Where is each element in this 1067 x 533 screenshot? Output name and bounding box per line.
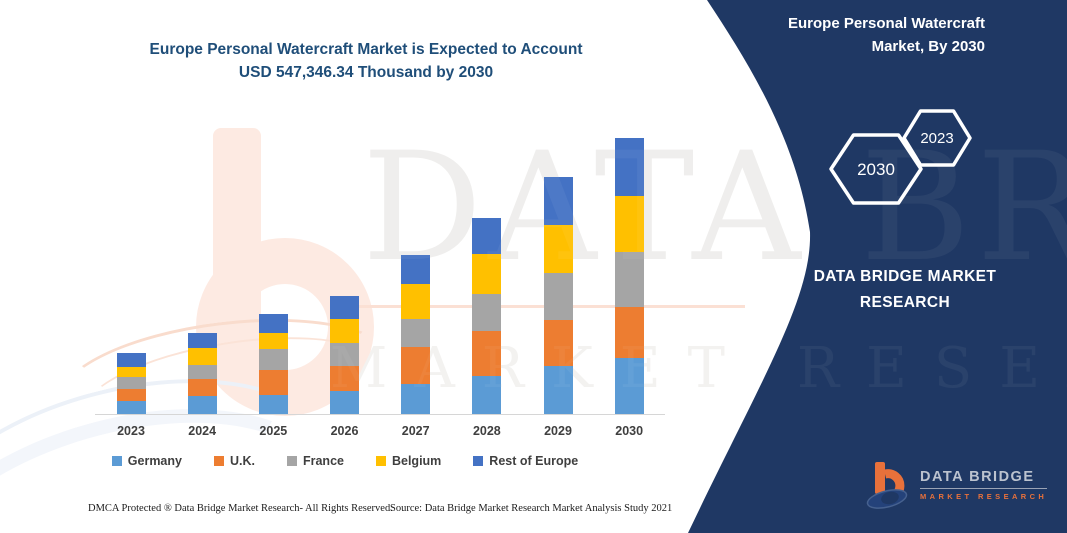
footer-dmca-text: DMCA Protected ® Data Bridge Market Rese… [88,503,393,514]
bar-segment-u-k- [116,389,146,401]
legend-item-germany: Germany [111,454,182,468]
bar-segment-germany [116,400,146,414]
databridge-logo: DATA BRIDGE MARKET RESEARCH [866,460,1048,510]
bar-segment-belgium [116,367,146,378]
bar-segment-germany [614,357,644,414]
bar-segment-belgium [401,284,431,320]
bar-segment-france [472,294,502,331]
watermark-pink-line [330,305,745,308]
bar-segment-germany [330,390,359,414]
x-axis-label-2024: 2024 [188,424,217,438]
bar-segment-france [330,342,359,366]
chart-title-line2: USD 547,346.34 Thousand by 2030 [238,64,494,82]
x-axis-label-2025: 2025 [259,424,288,438]
bar-segment-france [614,251,644,308]
legend-label: Rest of Europe [489,454,579,468]
x-axis-labels: 2023 2024 2025 2026 2027 2028 2029 2030 [95,424,665,442]
panel-brand-line2: RESEARCH [859,293,951,311]
bar-segment-belgium [543,225,573,273]
bar-segment-belgium [330,319,359,343]
legend-swatch [111,456,122,466]
hexagon-2023-label: 2023 [920,130,953,147]
x-axis-label-2029: 2029 [544,424,572,438]
x-axis-label-2023: 2023 [117,424,145,438]
bar-segment-belgium [258,332,288,350]
legend-label: Belgium [391,454,442,468]
year-hexagons: 2023 2030 [829,109,972,205]
bar-segment-germany [401,384,431,414]
bar-segment-rest-of-europe [258,314,288,333]
panel-brand-name: DATA BRIDGE MARKET RESEARCH [785,264,1025,315]
bar-segment-belgium [187,347,217,366]
panel-title-line2: Market, By 2030 [871,38,985,56]
legend-swatch [473,456,484,466]
bar-segment-france [543,272,573,320]
bar-segment-france [187,365,217,380]
legend-swatch [375,456,386,466]
databridge-logo-icon [866,462,908,509]
chart-title: Europe Personal Watercraft Market is Exp… [88,38,644,85]
legend-swatch [286,456,297,466]
legend-swatch [213,456,224,466]
bar-segment-rest-of-europe [543,177,573,226]
x-axis-label-2027: 2027 [401,424,430,438]
bar-segment-rest-of-europe [614,138,644,196]
bar-segment-rest-of-europe [187,332,217,348]
bar-segment-u-k- [543,319,573,367]
bar-segment-germany [472,375,502,414]
panel-title: Europe Personal Watercraft Market, By 20… [735,12,985,59]
panel-title-line1: Europe Personal Watercraft [788,15,985,32]
bar-segment-u-k- [187,379,217,396]
logo-tagline: MARKET RESEARCH [920,492,1048,501]
bar-segment-germany [258,395,288,414]
legend-label: France [302,454,344,468]
footer-source-text: Source: Data Bridge Market Research Mark… [390,503,673,514]
bar-segment-rest-of-europe [330,296,359,320]
legend-label: U.K. [229,454,255,468]
legend-label: Germany [127,454,182,468]
bar-segment-rest-of-europe [401,255,431,285]
x-axis-label-2028: 2028 [472,424,501,438]
chart-title-line1: Europe Personal Watercraft Market is Exp… [149,41,583,58]
bar-segment-u-k- [472,330,502,376]
bar-segment-u-k- [330,365,359,391]
x-axis-label-2030: 2030 [615,424,644,438]
hexagon-2030 [829,133,923,205]
plot-area [95,120,665,415]
bar-segment-france [401,319,431,347]
legend-item-u-k-: U.K. [213,454,255,468]
bar-segment-rest-of-europe [472,217,502,255]
bar-segment-germany [543,366,573,414]
bar-segment-germany [187,395,217,414]
panel-brand-line1: DATA BRIDGE MARKET [813,268,997,285]
bar-segment-belgium [472,254,502,295]
bar-segment-u-k- [401,346,431,385]
logo-name: DATA BRIDGE [920,469,1048,489]
bar-segment-rest-of-europe [116,353,146,368]
legend: Germany U.K. France Belgium Rest of Europe [95,454,595,468]
bar-segment-france [258,349,288,370]
bar-segment-france [116,377,146,390]
legend-item-belgium: Belgium [375,454,442,468]
hexagon-2023 [902,109,972,167]
bar-segment-u-k- [258,369,288,396]
bar-segment-u-k- [614,307,644,358]
legend-item-rest-of-europe: Rest of Europe [473,454,578,468]
legend-item-france: France [286,454,344,468]
hexagon-2030-label: 2030 [857,160,895,179]
x-axis-label-2026: 2026 [330,424,359,438]
bar-segment-belgium [614,195,644,252]
